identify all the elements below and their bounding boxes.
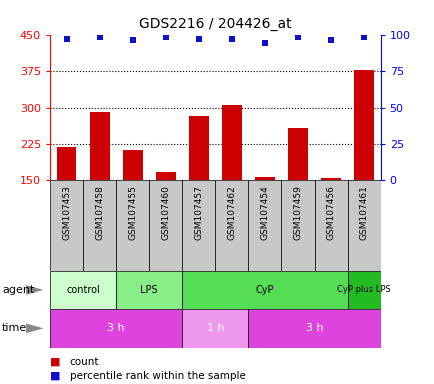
Bar — [149, 180, 182, 271]
Text: GSM107453: GSM107453 — [62, 185, 71, 240]
Text: GSM107461: GSM107461 — [359, 185, 368, 240]
Point — [228, 36, 235, 42]
Bar — [188, 116, 208, 180]
Bar — [314, 180, 347, 271]
Bar — [287, 128, 307, 180]
Bar — [83, 180, 116, 271]
Bar — [221, 105, 241, 180]
Text: count: count — [69, 357, 99, 367]
Bar — [215, 180, 248, 271]
Bar — [116, 271, 182, 309]
Text: GSM107459: GSM107459 — [293, 185, 302, 240]
Text: ■: ■ — [50, 371, 60, 381]
Text: GSM107457: GSM107457 — [194, 185, 203, 240]
Bar — [347, 180, 380, 271]
Point — [63, 36, 70, 42]
Point — [327, 37, 334, 43]
Bar — [182, 180, 215, 271]
Text: GSM107454: GSM107454 — [260, 185, 269, 240]
Bar — [116, 180, 149, 271]
Title: GDS2216 / 204426_at: GDS2216 / 204426_at — [139, 17, 291, 31]
Text: LPS: LPS — [140, 285, 158, 295]
Text: GSM107455: GSM107455 — [128, 185, 137, 240]
Bar — [248, 309, 380, 348]
Bar — [281, 180, 314, 271]
Text: agent: agent — [2, 285, 34, 295]
Bar — [182, 309, 248, 348]
Text: ■: ■ — [50, 357, 60, 367]
Point — [129, 37, 136, 43]
Text: CyP plus LPS: CyP plus LPS — [336, 285, 390, 295]
Point — [96, 35, 103, 41]
Bar — [320, 178, 340, 180]
Text: percentile rank within the sample: percentile rank within the sample — [69, 371, 245, 381]
Bar — [182, 271, 347, 309]
Text: GSM107462: GSM107462 — [227, 185, 236, 240]
Bar — [248, 180, 281, 271]
Bar — [254, 177, 274, 180]
Text: time: time — [2, 323, 27, 333]
Text: 3 h: 3 h — [305, 323, 322, 333]
Text: GSM107460: GSM107460 — [161, 185, 170, 240]
Polygon shape — [26, 323, 43, 333]
Bar — [50, 180, 83, 271]
Bar — [50, 309, 182, 348]
Bar — [347, 271, 380, 309]
Point — [162, 35, 169, 41]
Bar — [50, 271, 116, 309]
Polygon shape — [26, 285, 43, 295]
Point — [195, 36, 202, 42]
Bar — [122, 150, 142, 180]
Point — [261, 40, 268, 46]
Text: GSM107456: GSM107456 — [326, 185, 335, 240]
Text: 3 h: 3 h — [107, 323, 125, 333]
Point — [294, 35, 301, 41]
Bar — [56, 147, 76, 180]
Bar — [89, 113, 109, 180]
Text: 1 h: 1 h — [206, 323, 224, 333]
Text: control: control — [66, 285, 100, 295]
Text: CyP: CyP — [255, 285, 273, 295]
Point — [360, 35, 367, 41]
Bar — [353, 70, 373, 180]
Bar — [155, 172, 175, 180]
Text: GSM107458: GSM107458 — [95, 185, 104, 240]
